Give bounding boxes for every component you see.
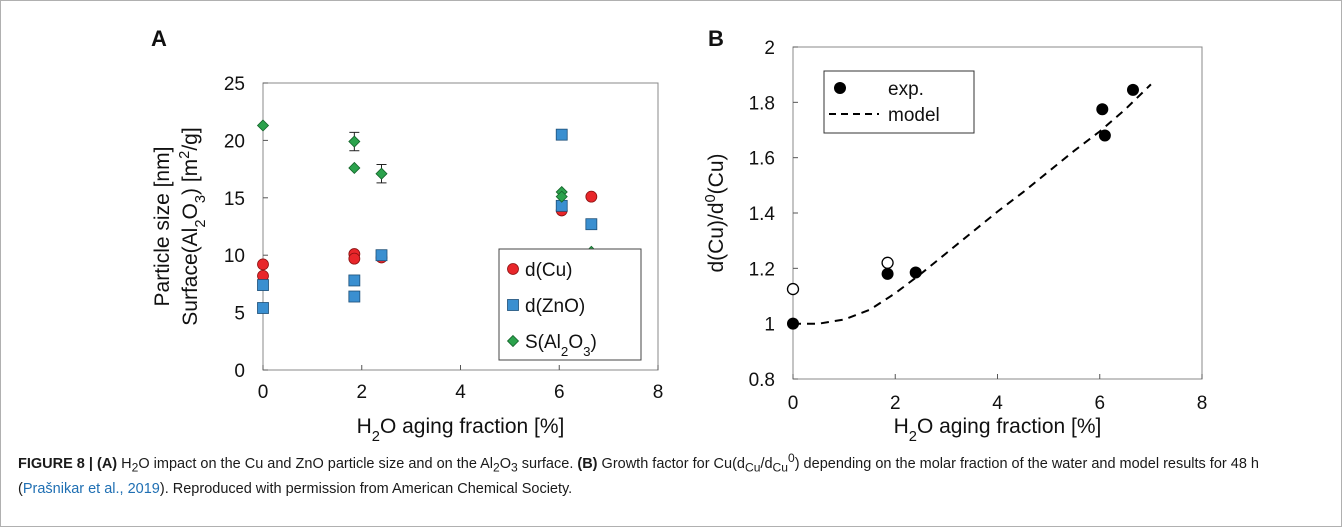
data-point-b-exp (909, 266, 922, 279)
data-point-a-square (348, 274, 361, 287)
y-tick-label-b: 1.4 (749, 204, 776, 225)
caption-b-text: /d (760, 455, 773, 472)
data-point-a-square (375, 249, 388, 262)
caption-b-text: ) depending on the molar fraction of the… (18, 455, 1259, 497)
panel-label-b: B (708, 26, 724, 51)
model-curve (793, 83, 1152, 325)
y-axis-label-a: Particle size [nm] (151, 147, 174, 307)
y-tick-label-a: 10 (224, 246, 245, 267)
data-point-a-diamond (555, 190, 568, 203)
legend-label-b: exp. (888, 79, 924, 100)
x-tick-label-a: 8 (653, 382, 664, 403)
caption-sub: Cu (772, 460, 788, 475)
caption-a-label: (A) (97, 455, 118, 472)
y-axis-label-b: d(Cu)/d0(Cu) (703, 153, 728, 272)
data-point-a-diamond (256, 119, 270, 132)
y-tick-label-a: 20 (224, 131, 245, 152)
data-point-a-diamond (375, 167, 388, 180)
data-point-a-diamond (348, 135, 361, 148)
legend-a (498, 248, 642, 361)
caption-sub: 2 (493, 460, 500, 475)
legend-marker-a (507, 299, 519, 311)
data-point-a-circle (585, 190, 598, 203)
caption-sub: 2 (131, 460, 139, 475)
data-point-a-square (585, 218, 598, 231)
data-point-b-exp (1098, 129, 1111, 142)
data-point-a-square (257, 302, 269, 314)
caption-sup: 0 (787, 451, 795, 465)
x-tick-label-b: 2 (890, 393, 901, 414)
data-point-a-square (257, 279, 269, 291)
panel-label-a: A (151, 26, 167, 51)
y-tick-label-b: 2 (764, 38, 775, 59)
x-axis-label-a: H2O aging fraction [%] (357, 415, 565, 441)
data-point-b-exp (1096, 103, 1109, 116)
y-axis-label-a2: Surface(Al2O3) [m2/g] (177, 127, 209, 325)
caption-sub: Cu (744, 460, 761, 475)
y-tick-label-b: 1.8 (749, 93, 775, 114)
y-tick-label-a: 15 (224, 189, 245, 210)
y-tick-label-b: 1.2 (749, 259, 775, 280)
figure-caption: FIGURE 8 | (A) H2O impact on the Cu and … (18, 448, 1318, 500)
x-tick-label-b: 4 (992, 393, 1003, 414)
x-tick-label-a: 4 (455, 382, 466, 403)
x-tick-label-b: 6 (1094, 393, 1105, 414)
legend-label-a: d(ZnO) (525, 296, 585, 317)
legend-marker-a (506, 334, 520, 348)
y-tick-label-a: 0 (234, 361, 245, 382)
y-tick-label-b: 1.6 (749, 149, 775, 170)
data-point-a-square (348, 290, 361, 303)
legend-marker-b-exp (834, 82, 846, 94)
data-point-a-circle (257, 258, 269, 271)
data-point-b-exp (787, 317, 799, 330)
data-point-a-diamond (348, 161, 361, 175)
reference-link[interactable]: Prašnikar et al., 2019 (22, 480, 160, 497)
caption-b-label: (B) (577, 455, 598, 472)
data-point-b-exp (1126, 83, 1139, 96)
data-point-b-exp (881, 267, 894, 280)
caption-figure-label: FIGURE 8 | (18, 455, 97, 472)
x-axis-label-b: H2O aging fraction [%] (894, 415, 1102, 441)
y-tick-label-b: 0.8 (749, 370, 775, 391)
data-point-b-open (881, 256, 894, 269)
data-point-a-square (555, 128, 568, 141)
caption-sub: 3 (511, 460, 518, 475)
y-tick-label-b: 1 (764, 315, 775, 336)
caption-a-text: H (117, 455, 132, 472)
y-tick-label-a: 25 (224, 74, 245, 95)
caption-a-text: O (499, 455, 512, 472)
data-point-b-open (786, 282, 800, 296)
legend-b (823, 70, 975, 134)
legend-label-a: S(Al2O3) (525, 332, 597, 359)
x-tick-label-a: 0 (258, 382, 269, 403)
x-tick-label-b: 0 (788, 393, 799, 414)
x-tick-label-a: 6 (554, 382, 565, 403)
caption-a-text: surface. (517, 455, 578, 472)
legend-label-a: d(Cu) (525, 260, 573, 281)
legend-label-b: model (888, 105, 940, 126)
data-point-a-circle (348, 252, 361, 265)
y-tick-label-a: 5 (234, 304, 245, 325)
caption-b-text: ). Reproduced with permission from Ameri… (159, 480, 573, 497)
x-tick-label-b: 8 (1197, 393, 1208, 414)
caption-b-text: Growth factor for Cu(d (597, 455, 745, 472)
legend-marker-a (507, 263, 519, 275)
x-tick-label-a: 2 (356, 382, 367, 403)
caption-a-text: O impact on the Cu and ZnO particle size… (138, 455, 494, 472)
